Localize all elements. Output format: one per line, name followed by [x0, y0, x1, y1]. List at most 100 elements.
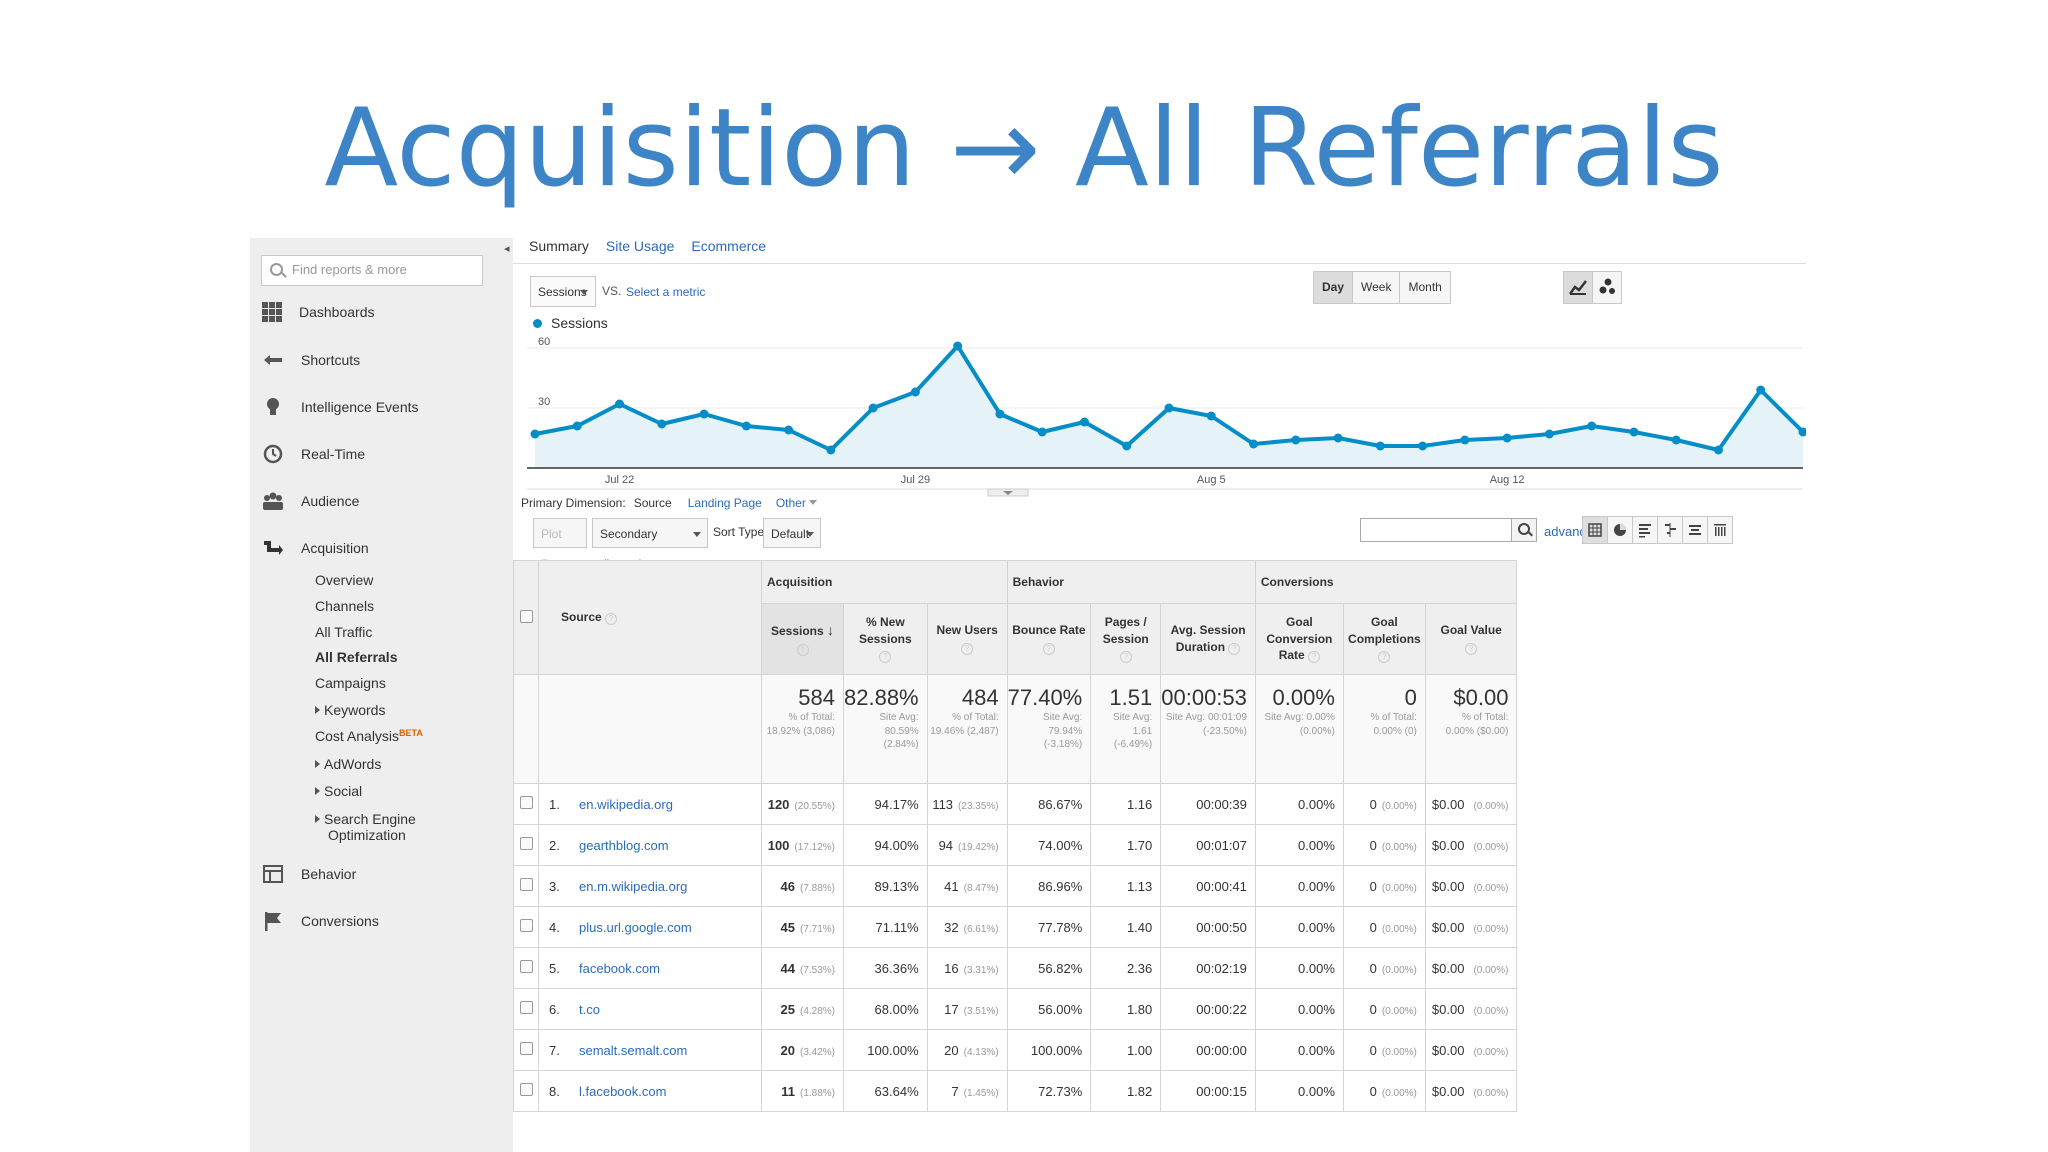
day-button[interactable]: Day [1314, 272, 1353, 303]
tab-ecommerce[interactable]: Ecommerce [691, 238, 767, 254]
sidebar-item-dashboards[interactable]: Dashboards [262, 302, 375, 322]
source-link[interactable]: facebook.com [579, 960, 660, 976]
col-goal-value[interactable]: Goal Value? [1424, 603, 1518, 675]
collapse-sidebar-icon[interactable]: ◂ [504, 243, 510, 255]
help-icon[interactable]: ? [1228, 643, 1241, 655]
help-icon[interactable]: ? [1119, 651, 1132, 664]
new-users-value: 32 [944, 919, 959, 935]
search-input[interactable] [290, 261, 474, 278]
data-point [1037, 427, 1047, 437]
referrals-table: Source ? Acquisition Behavior Conversion… [513, 560, 1518, 1112]
totals-new_sessions-s3: (2.84%) [883, 739, 919, 750]
row-checkbox[interactable] [519, 837, 533, 850]
sidebar-subitem-seo[interactable]: Search Engine Optimization [315, 811, 416, 843]
data-point [953, 341, 963, 351]
sidebar-item-behavior[interactable]: Behavior [262, 863, 356, 885]
secondary-dimension-select[interactable]: Secondary dimension [592, 518, 708, 571]
source-link[interactable]: gearthblog.com [579, 837, 669, 853]
source-link[interactable]: en.wikipedia.org [579, 796, 673, 812]
table-search-button[interactable] [1511, 518, 1537, 542]
sidebar-subitem-channels[interactable]: Channels [315, 598, 375, 614]
sort-type-select[interactable]: Default [763, 518, 821, 548]
comparison-view-button[interactable] [1657, 517, 1682, 543]
col-source[interactable]: Source ? [538, 560, 762, 675]
help-icon[interactable]: ? [879, 651, 892, 664]
month-button[interactable]: Month [1399, 272, 1450, 303]
sidebar-item-real-time[interactable]: Real-Time [262, 443, 365, 465]
sidebar-subitem-overview[interactable]: Overview [315, 572, 374, 588]
select-all-checkbox[interactable] [519, 609, 533, 623]
col-sessions[interactable]: Sessions ↓? [761, 603, 844, 675]
col-avg-duration[interactable]: Avg. Session Duration ? [1160, 603, 1256, 675]
col-goal-rate[interactable]: Goal Conversion Rate ? [1254, 603, 1344, 675]
select-metric-link[interactable]: Select a metric [626, 285, 706, 299]
sidebar-subitem-social[interactable]: Social [315, 783, 362, 799]
help-icon[interactable]: ? [961, 643, 974, 655]
row-checkbox[interactable] [519, 1042, 533, 1055]
goal-completions-value: 0 [1369, 1083, 1377, 1099]
sidebar-subitem-adwords[interactable]: AdWords [315, 756, 381, 772]
totals-sessions: 584 % of Total: 18.92% (3,086) [761, 674, 844, 784]
sidebar-item-shortcuts[interactable]: Shortcuts [262, 349, 360, 371]
help-icon[interactable]: ? [1042, 643, 1055, 655]
pivot-view-button[interactable] [1707, 517, 1732, 543]
col-pages-session[interactable]: Pages / Session? [1090, 603, 1162, 675]
col-goal-completions[interactable]: Goal Completions? [1342, 603, 1426, 675]
sidebar-item-acquisition[interactable]: Acquisition [262, 537, 369, 559]
sidebar-subitem-cost-analysis[interactable]: Cost AnalysisBETA [315, 728, 423, 744]
totals-goal_value-v: $0.00 [1453, 685, 1509, 710]
data-point [615, 399, 625, 409]
line-chart-button[interactable] [1564, 272, 1592, 303]
col-new-sessions[interactable]: % New Sessions? [843, 603, 928, 675]
totals-row: 584 % of Total: 18.92% (3,086) 82.88% Site A… [513, 674, 1518, 784]
help-icon[interactable]: ? [1378, 651, 1391, 664]
col-new-users[interactable]: New Users? [926, 603, 1008, 675]
cell-bounce-rate: 86.67% [1006, 783, 1092, 825]
row-checkbox[interactable] [519, 960, 533, 973]
find-reports-search[interactable] [261, 255, 483, 286]
source-link[interactable]: semalt.semalt.com [579, 1042, 688, 1058]
comparison-icon [1665, 523, 1676, 537]
sidebar-item-audience[interactable]: Audience [262, 490, 359, 512]
help-icon[interactable]: ? [796, 644, 809, 657]
source-link[interactable]: plus.url.google.com [579, 919, 692, 935]
sidebar-subitem-all-traffic[interactable]: All Traffic [315, 624, 373, 640]
tab-site-usage[interactable]: Site Usage [605, 238, 675, 254]
row-checkbox[interactable] [519, 1083, 533, 1096]
row-checkbox[interactable] [519, 796, 533, 809]
table-search-input[interactable] [1360, 518, 1512, 542]
sidebar-item-conversions[interactable]: Conversions [262, 910, 379, 932]
help-icon[interactable]: ? [1465, 643, 1478, 655]
sidebar-subitem-keywords[interactable]: Keywords [315, 702, 385, 718]
term-cloud-view-button[interactable] [1682, 517, 1707, 543]
plot-rows-button[interactable]: Plot Rows [533, 518, 587, 571]
cell-goal-rate: 0.00% [1254, 865, 1344, 907]
dimension-landing-page[interactable]: Landing Page [687, 496, 762, 510]
sidebar-subitem-campaigns[interactable]: Campaigns [315, 675, 386, 691]
performance-view-button[interactable] [1632, 517, 1657, 543]
percentage-view-button[interactable] [1607, 517, 1632, 543]
cell-sessions: 46 (7.88%) [761, 865, 844, 907]
col-bounce-rate[interactable]: Bounce Rate? [1006, 603, 1092, 675]
data-view-button[interactable] [1583, 517, 1607, 543]
source-link[interactable]: en.m.wikipedia.org [579, 878, 688, 894]
goal-value-value: $0.00 [1431, 837, 1465, 853]
week-button[interactable]: Week [1352, 272, 1400, 303]
tab-summary[interactable]: Summary [529, 238, 589, 254]
source-link[interactable]: l.facebook.com [579, 1083, 667, 1099]
new-users-pct: (1.45%) [963, 1087, 999, 1099]
source-link[interactable]: t.co [579, 1001, 600, 1017]
metric-select[interactable]: Sessions [530, 276, 596, 307]
help-icon[interactable]: ? [605, 613, 618, 625]
row-checkbox[interactable] [519, 878, 533, 891]
sidebar-subitem-all-referrals[interactable]: All Referrals [315, 649, 398, 665]
row-checkbox[interactable] [519, 919, 533, 932]
dimension-source[interactable]: Source [633, 496, 672, 510]
row-checkbox[interactable] [519, 1001, 533, 1014]
sidebar-item-intelligence-events[interactable]: Intelligence Events [262, 396, 419, 418]
motion-chart-button[interactable] [1592, 272, 1621, 303]
help-icon[interactable]: ? [1308, 651, 1321, 664]
dimension-other[interactable]: Other [776, 496, 817, 510]
goal-value-value: $0.00 [1431, 919, 1465, 935]
goal-completions-value: 0 [1369, 796, 1377, 812]
